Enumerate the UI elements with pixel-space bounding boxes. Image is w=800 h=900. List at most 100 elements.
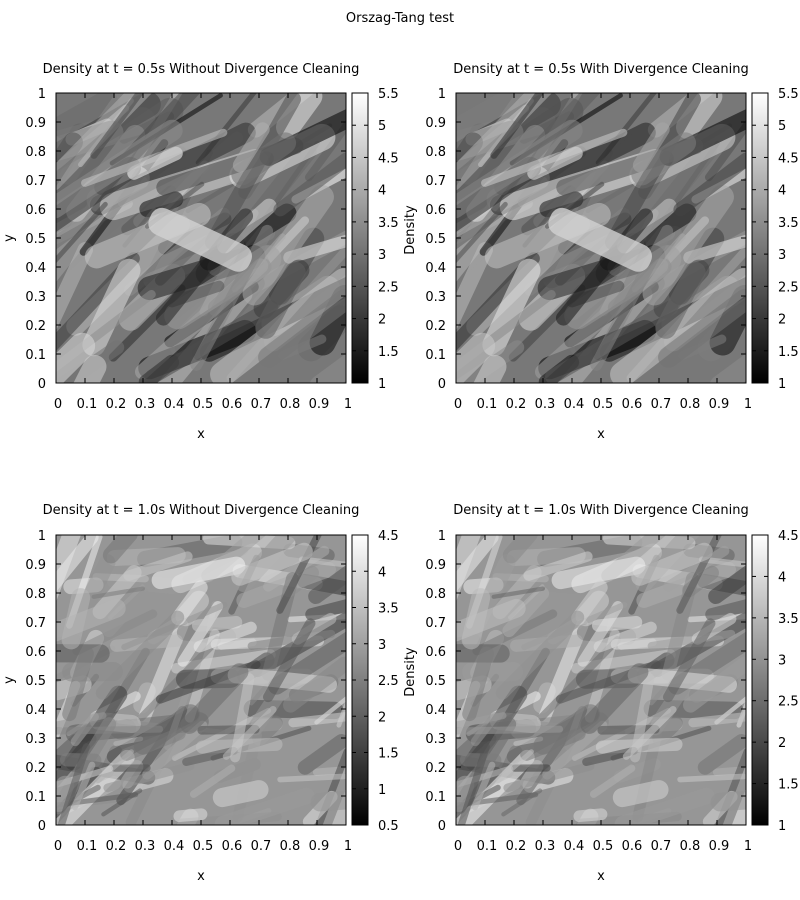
density-streak	[631, 132, 697, 186]
density-streak	[456, 93, 519, 140]
density-streak	[212, 780, 269, 808]
colorbar-tick-label: 4.5	[778, 151, 799, 166]
density-streak	[56, 743, 90, 825]
colorbar	[751, 534, 769, 826]
y-tick-label: 0.9	[425, 558, 446, 573]
density-streak	[180, 663, 249, 734]
density-streak	[456, 743, 490, 825]
density-streak	[495, 749, 534, 784]
y-axis-label: y	[2, 676, 17, 684]
density-streak	[69, 354, 107, 383]
x-axis-label: x	[597, 427, 605, 442]
y-tick-label: 0.3	[25, 732, 46, 747]
x-tick-label: 1	[744, 839, 752, 854]
y-tick-label: 0.1	[25, 348, 46, 363]
density-streak	[593, 621, 657, 653]
density-streak	[631, 542, 713, 586]
density-streak	[456, 97, 584, 205]
density-streak	[503, 761, 595, 793]
density-streak	[133, 704, 200, 755]
density-streak	[456, 598, 526, 654]
density-streak	[230, 673, 255, 763]
central-current-sheet	[148, 207, 252, 272]
density-streak	[704, 96, 746, 182]
density-streak	[305, 596, 346, 621]
density-streak	[676, 535, 726, 614]
panel-title: Density at t = 0.5s With Divergence Clea…	[453, 62, 748, 77]
density-streak	[283, 224, 346, 264]
x-tick-label: 0.4	[564, 397, 585, 412]
x-tick-label: 0.4	[164, 397, 185, 412]
y-tick-label: 0.4	[425, 261, 446, 276]
density-streak	[592, 615, 643, 632]
colorbar-tick-label: 4	[378, 184, 386, 199]
x-tick-label: 0.6	[622, 839, 643, 854]
colorbar-tick-label: 0.5	[378, 819, 399, 834]
density-streak	[676, 93, 723, 140]
y-tick-label: 0.5	[25, 674, 46, 689]
density-streak	[698, 556, 746, 570]
density-streak	[551, 556, 646, 590]
y-tick-label: 0.2	[25, 319, 46, 334]
density-streak	[456, 535, 486, 613]
x-tick-label: 0.8	[280, 397, 301, 412]
colorbar-tick-label: 4.5	[778, 529, 799, 544]
density-streak	[91, 586, 145, 599]
y-tick-label: 0	[438, 377, 446, 392]
density-streak	[56, 598, 126, 654]
y-tick-label: 1	[38, 87, 46, 102]
density-streak	[682, 656, 746, 713]
density-streak	[142, 720, 208, 780]
colorbar-tick-label: 5	[778, 119, 786, 134]
density-streak	[214, 787, 315, 825]
density-streak	[139, 191, 184, 218]
density-streak	[155, 208, 254, 326]
x-axis-label: x	[197, 427, 205, 442]
colorbar-tick-label: 2	[378, 710, 386, 725]
density-streak	[318, 778, 346, 825]
x-tick-label: 0.1	[477, 397, 498, 412]
x-tick-label: 0.3	[135, 839, 156, 854]
colorbar-tick-label: 3	[778, 653, 786, 668]
density-streak	[171, 649, 276, 674]
density-streak	[471, 761, 496, 811]
y-tick-label: 0.7	[425, 616, 446, 631]
colorbar-tick-label: 3.5	[378, 216, 399, 231]
density-streak	[231, 542, 313, 586]
panel-title: Density at t = 0.5s Without Divergence C…	[43, 62, 360, 77]
density-streak	[56, 97, 184, 205]
density-streak	[182, 746, 238, 766]
figure-title: Orszag-Tang test	[346, 11, 454, 26]
y-tick-label: 0.3	[425, 290, 446, 305]
y-tick-label: 0.7	[425, 174, 446, 189]
y-tick-label: 0.7	[25, 616, 46, 631]
x-tick-label: 0.5	[593, 397, 614, 412]
colorbar-label: Density	[403, 647, 418, 697]
density-streak	[262, 618, 316, 703]
density-streak	[501, 788, 543, 817]
density-streak	[277, 773, 346, 783]
density-streak	[456, 242, 493, 369]
y-tick-label: 0.6	[25, 203, 46, 218]
y-tick-label: 1	[438, 87, 446, 102]
colorbar-tick-label: 4.5	[378, 151, 399, 166]
x-tick-label: 0.4	[164, 839, 185, 854]
density-streak	[312, 763, 346, 776]
colorbar-tick-label: 2	[778, 736, 786, 751]
density-streak	[151, 556, 246, 590]
density-streak	[523, 551, 593, 581]
density-streak	[683, 224, 746, 264]
density-streak	[582, 746, 638, 766]
y-tick-label: 0	[438, 819, 446, 834]
density-streak	[282, 656, 346, 713]
y-tick-label: 0.9	[425, 116, 446, 131]
y-tick-label: 0.5	[425, 674, 446, 689]
colorbar-tick-label: 4	[778, 570, 786, 585]
x-tick-label: 0.5	[193, 839, 214, 854]
density-streak	[642, 185, 734, 306]
y-axis-label: y	[2, 234, 17, 242]
x-tick-label: 0.1	[477, 839, 498, 854]
density-streak	[709, 346, 746, 383]
density-streak	[261, 572, 299, 681]
